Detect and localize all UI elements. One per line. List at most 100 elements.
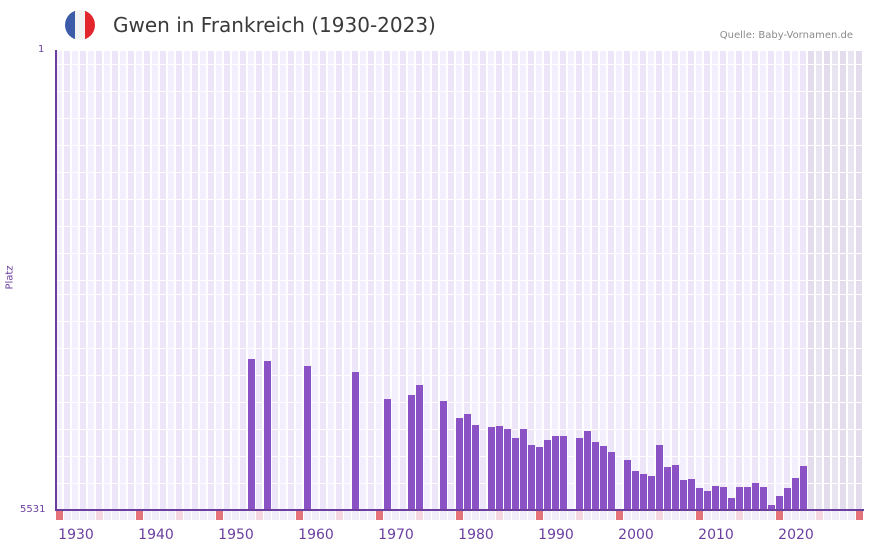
bar-1959[interactable] [304, 366, 311, 510]
grid-cell [856, 118, 862, 132]
bar-2005[interactable] [672, 465, 679, 510]
bar-2008[interactable] [696, 488, 703, 510]
grid-cell [568, 429, 574, 443]
bar-2004[interactable] [664, 467, 671, 510]
bar-2016[interactable] [760, 487, 767, 510]
bar-2018[interactable] [776, 496, 783, 510]
bar-2013[interactable] [736, 487, 743, 510]
grid-cell [456, 389, 462, 403]
grid-cell [760, 240, 766, 254]
bar-2021[interactable] [800, 466, 807, 510]
bar-2006[interactable] [680, 479, 687, 510]
bar-1993[interactable] [576, 437, 583, 510]
bar-1995[interactable] [592, 441, 599, 510]
grid-cell [240, 172, 246, 186]
grid-cell [400, 64, 406, 78]
grid-cell [336, 159, 342, 173]
bar-1994[interactable] [584, 430, 591, 510]
grid-cell [504, 118, 510, 132]
bar-1996[interactable] [600, 446, 607, 510]
grid-cell [176, 294, 182, 308]
bar-2014[interactable] [744, 487, 751, 510]
bar-2009[interactable] [704, 491, 711, 510]
grid-cell [768, 335, 774, 349]
grid-cell [216, 226, 222, 240]
grid-cell [104, 443, 110, 457]
grid-cell [224, 253, 230, 267]
grid-cell [592, 240, 598, 254]
grid-cell [416, 186, 422, 200]
grid-cell [616, 497, 622, 511]
bar-1997[interactable] [608, 452, 615, 510]
grid-cell [88, 443, 94, 457]
bar-2012[interactable] [728, 498, 735, 510]
grid-cell [560, 159, 566, 173]
grid-cell [440, 91, 446, 105]
bar-2007[interactable] [688, 478, 695, 510]
grid-cell [704, 308, 710, 322]
grid-cell [256, 159, 262, 173]
bar-1976[interactable] [440, 401, 447, 510]
grid-cell [232, 105, 238, 119]
bar-2011[interactable] [720, 487, 727, 510]
grid-cell [392, 321, 398, 335]
bar-1985[interactable] [512, 437, 519, 510]
grid-cell [480, 199, 486, 213]
bar-2000[interactable] [632, 471, 639, 510]
grid-cell [792, 118, 798, 132]
grid-cell [768, 172, 774, 186]
bar-1988[interactable] [536, 447, 543, 510]
grid-cell [216, 416, 222, 430]
bar-2020[interactable] [792, 477, 799, 510]
bar-1989[interactable] [544, 439, 551, 510]
bar-1984[interactable] [504, 428, 511, 510]
bar-1990[interactable] [552, 435, 559, 510]
bar-1986[interactable] [520, 428, 527, 510]
bar-1987[interactable] [528, 445, 535, 510]
grid-cell [112, 132, 118, 146]
bar-1965[interactable] [352, 372, 359, 510]
grid-cell [88, 240, 94, 254]
grid-cell [496, 267, 502, 281]
bar-2001[interactable] [640, 473, 647, 510]
grid-cell [664, 118, 670, 132]
bar-1979[interactable] [464, 414, 471, 510]
grid-cell [168, 199, 174, 213]
bar-1999[interactable] [624, 460, 631, 510]
grid-cell [288, 416, 294, 430]
bar-2010[interactable] [712, 486, 719, 510]
grid-cell [480, 186, 486, 200]
grid-cell [336, 348, 342, 362]
grid-cell [440, 51, 446, 64]
bar-1952[interactable] [248, 359, 255, 510]
grid-cell [240, 253, 246, 267]
bar-1954[interactable] [264, 361, 271, 510]
bar-2019[interactable] [784, 488, 791, 510]
grid-cell [216, 159, 222, 173]
grid-cell [792, 78, 798, 92]
bar-1969[interactable] [384, 399, 391, 510]
bar-2015[interactable] [752, 482, 759, 510]
grid-cell [104, 294, 110, 308]
grid-cell [408, 321, 414, 335]
grid-cell [544, 321, 550, 335]
bar-1983[interactable] [496, 426, 503, 510]
grid-cell [632, 78, 638, 92]
grid-cell [272, 335, 278, 349]
grid-cell [576, 213, 582, 227]
bar-1980[interactable] [472, 425, 479, 510]
grid-cell [672, 118, 678, 132]
bar-2002[interactable] [648, 475, 655, 510]
bar-2003[interactable] [656, 445, 663, 510]
bar-1973[interactable] [416, 384, 423, 510]
bar-2017[interactable] [768, 505, 775, 510]
bar-1991[interactable] [560, 435, 567, 510]
grid-cell [576, 308, 582, 322]
grid-cell [336, 321, 342, 335]
grid-cell [120, 64, 126, 78]
bar-1972[interactable] [408, 394, 415, 510]
grid-cell [136, 186, 142, 200]
grid-cell [776, 375, 782, 389]
bar-1982[interactable] [488, 426, 495, 510]
bar-1978[interactable] [456, 418, 463, 510]
